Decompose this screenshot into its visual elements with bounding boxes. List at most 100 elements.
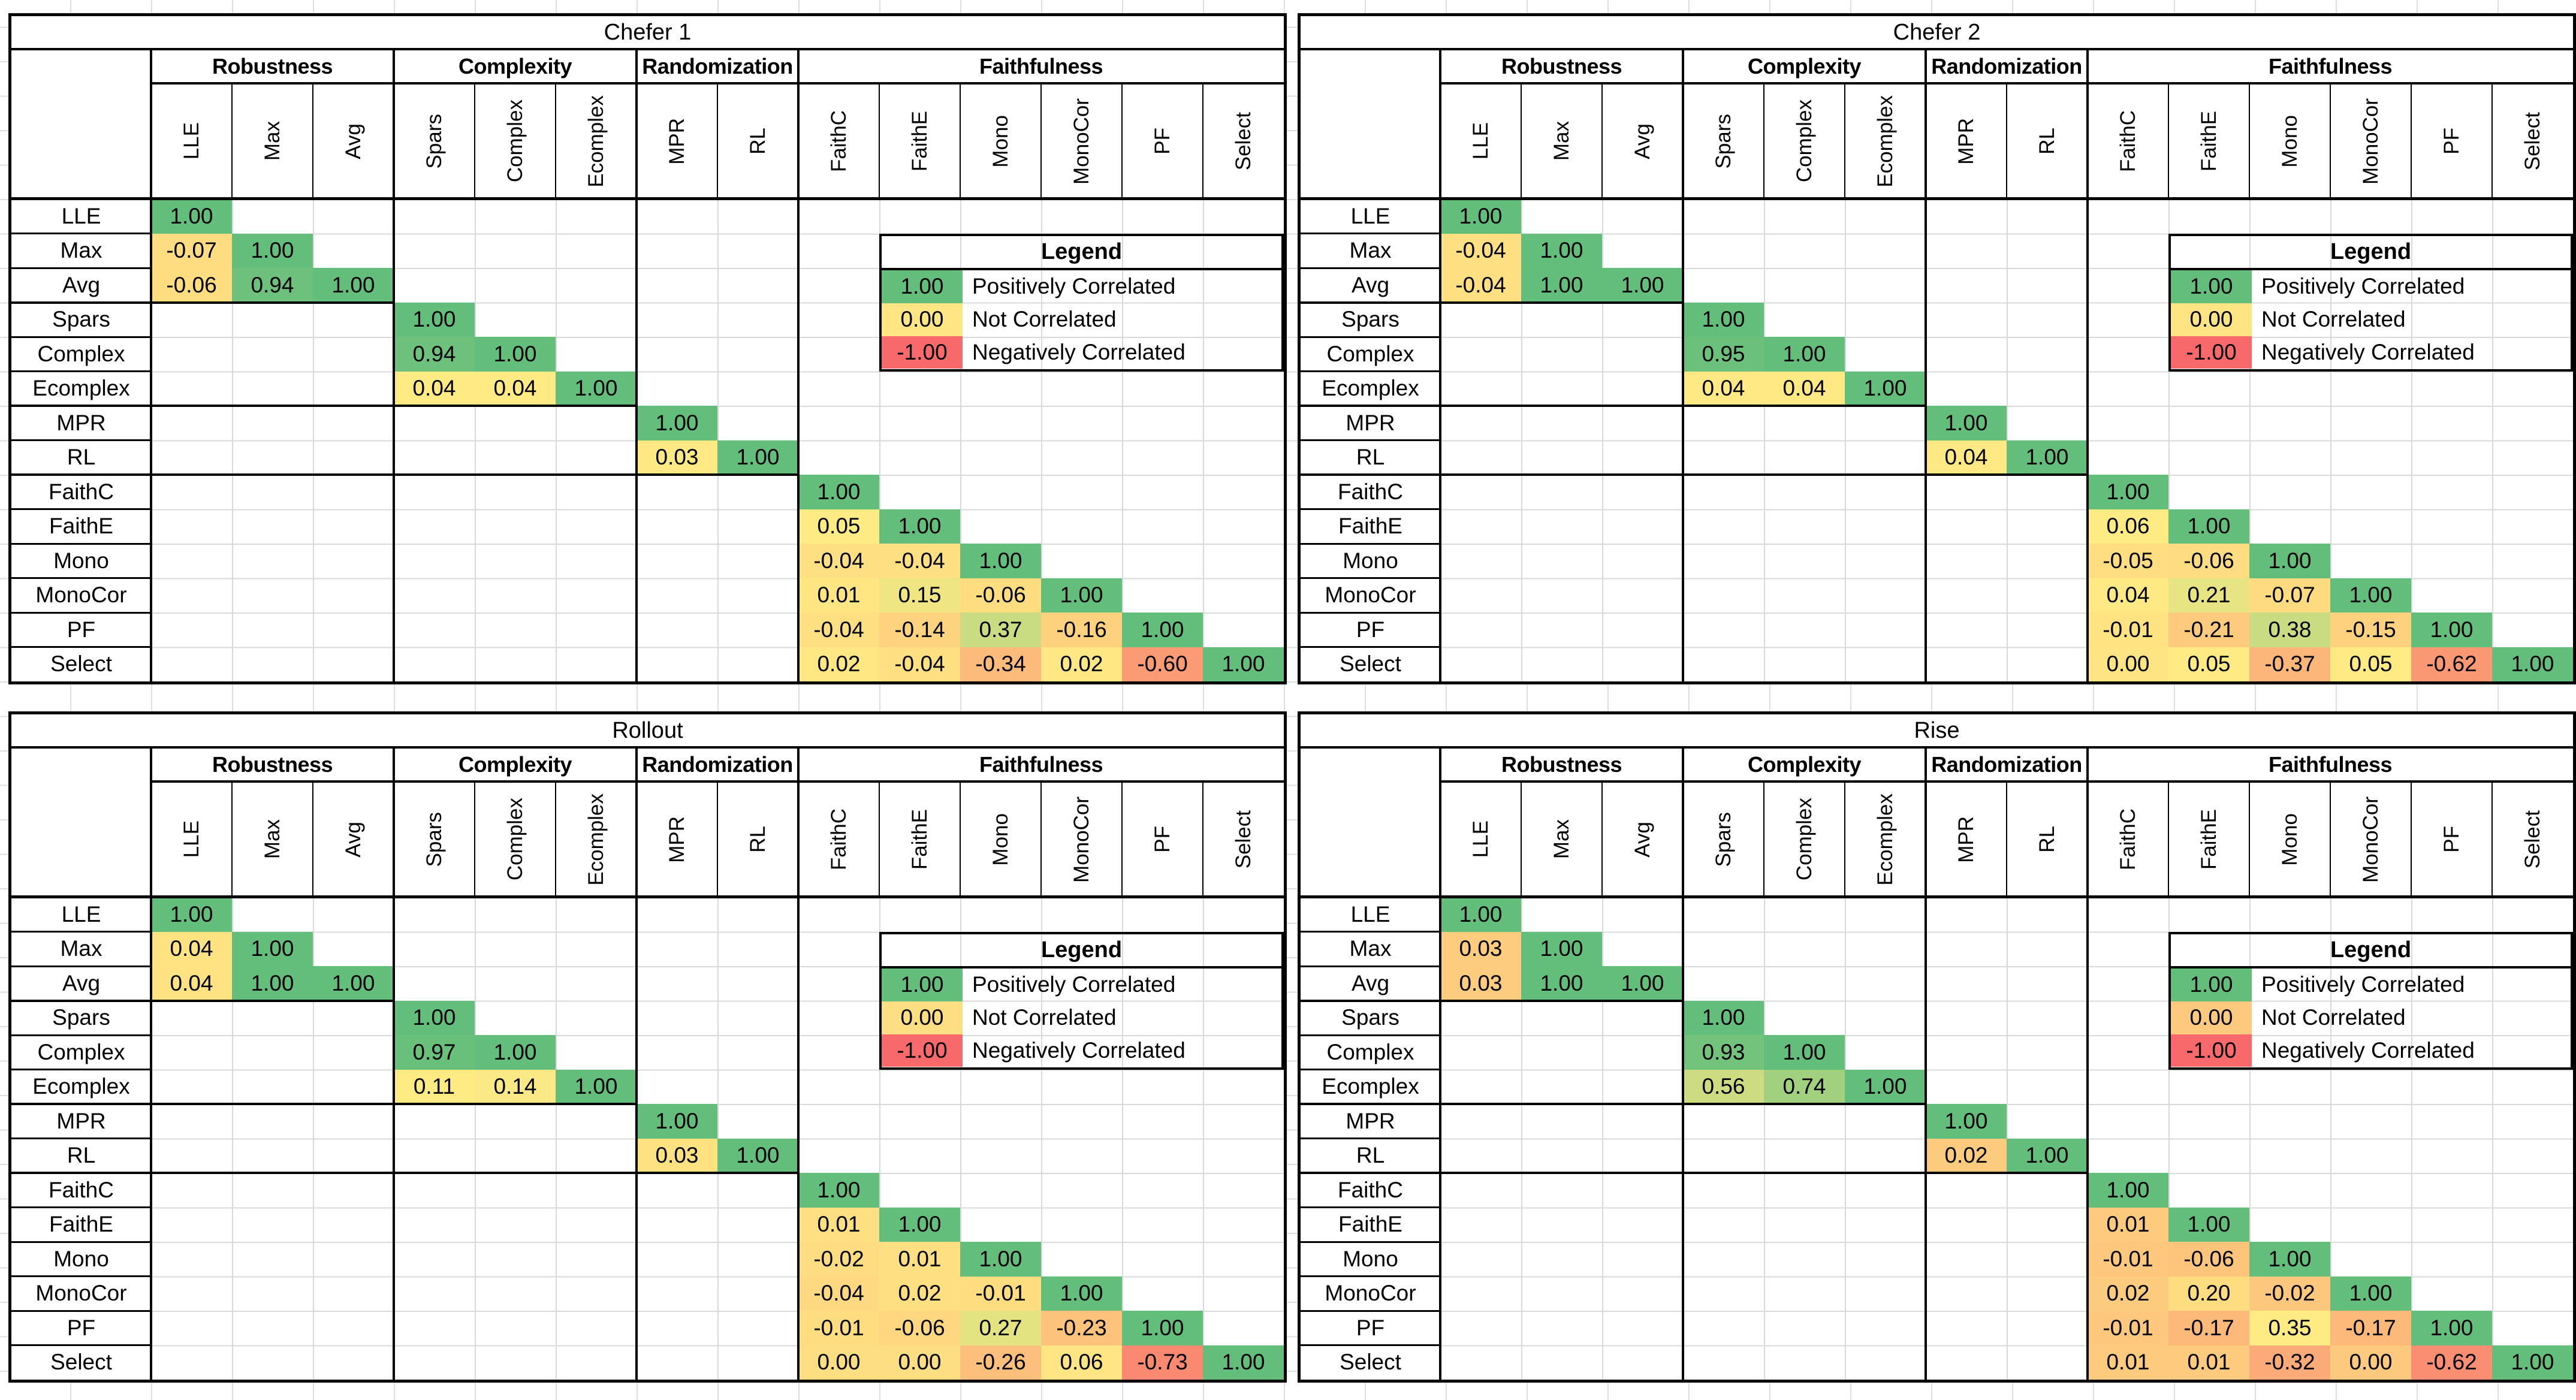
grid-line — [1301, 405, 1440, 407]
cell-FaithE-FaithC: 0.01 — [2088, 1207, 2168, 1242]
grid-line — [231, 782, 233, 897]
row-header-Avg: Avg — [62, 272, 101, 297]
cell-Select-Select: 1.00 — [2492, 1345, 2573, 1380]
cell-Select-FaithE: 0.05 — [2168, 647, 2249, 681]
cell-FaithE-FaithC: 0.05 — [798, 509, 879, 544]
grid-line — [717, 83, 718, 199]
grid-line — [11, 1069, 151, 1070]
legend: Legend 1.00 Positively Correlated 0.00 Not C… — [2168, 233, 2573, 372]
cell-Max-Max: 1.00 — [1521, 931, 1602, 966]
grid-line — [1301, 1103, 1440, 1105]
column-group-header: Randomization — [642, 752, 793, 777]
cell-Select-MonoCor: 0.00 — [2330, 1345, 2411, 1380]
cell-Mono-FaithC: -0.04 — [798, 544, 879, 578]
grid-line — [1521, 83, 1522, 199]
legend-swatch: 0.00 — [2171, 303, 2252, 336]
column-header-Ecomplex: Ecomplex — [556, 782, 637, 897]
cell-RL-MPR: 0.02 — [1926, 1138, 2007, 1173]
column-header-label: Select — [1231, 810, 1255, 869]
column-header-FaithE: FaithE — [2168, 782, 2249, 897]
cell-MonoCor-MonoCor: 1.00 — [2330, 578, 2411, 612]
legend-title: Legend — [2171, 934, 2571, 968]
row-header-Spars: Spars — [52, 1005, 110, 1030]
column-header-Mono: Mono — [2249, 782, 2330, 897]
row-header-Spars: Spars — [52, 307, 110, 332]
grid-line — [1301, 577, 1440, 579]
column-header-label: PF — [1150, 826, 1174, 853]
grid-line — [474, 83, 475, 199]
grid-line — [11, 1138, 151, 1139]
cell-PF-PF: 1.00 — [2411, 612, 2492, 647]
column-header-FaithC: FaithC — [2088, 782, 2168, 897]
grid-line — [474, 782, 475, 897]
row-header-FaithE: FaithE — [1338, 514, 1402, 539]
cell-LLE-LLE: 1.00 — [1440, 897, 1521, 932]
grid-line — [1301, 1172, 2089, 1174]
grid-line — [1301, 508, 1440, 510]
cell-MonoCor-MonoCor: 1.00 — [1041, 1276, 1122, 1311]
row-header-Complex: Complex — [1326, 1039, 1414, 1064]
grid-line — [1763, 83, 1764, 199]
cell-Avg-Max: 1.00 — [1521, 268, 1602, 303]
grid-line — [1301, 542, 1440, 545]
column-header-MonoCor: MonoCor — [2330, 83, 2411, 199]
column-header-Complex: Complex — [475, 83, 556, 199]
table-chefer-1: Chefer 1 Robustness Complexity Randomizatio… — [8, 13, 1287, 684]
legend-entry-label: Negatively Correlated — [2261, 339, 2475, 364]
column-header-label: Ecomplex — [584, 95, 608, 188]
grid-line — [2491, 782, 2493, 897]
cell-Max-Max: 1.00 — [232, 931, 313, 966]
column-header-Avg: Avg — [1602, 782, 1683, 897]
cell-Mono-FaithC: -0.05 — [2088, 544, 2168, 578]
cell-Avg-Avg: 1.00 — [1602, 966, 1683, 1001]
grid-line — [11, 439, 151, 441]
grid-line — [231, 83, 233, 199]
grid-line — [2006, 83, 2007, 199]
cell-Avg-LLE: 0.04 — [151, 966, 232, 1001]
column-header-label: Mono — [2278, 813, 2301, 866]
legend-title: Legend — [882, 236, 1281, 270]
grid-line — [393, 49, 395, 681]
grid-line — [150, 49, 152, 681]
column-header-label: RL — [2035, 826, 2059, 853]
grid-line — [11, 1172, 151, 1174]
cell-Ecomplex-Ecomplex: 1.00 — [1845, 1069, 1926, 1104]
column-header-RL: RL — [717, 782, 798, 897]
grid-line — [1301, 336, 1440, 338]
cell-Select-PF: -0.73 — [1122, 1345, 1203, 1380]
cell-Mono-FaithE: 0.01 — [879, 1242, 960, 1277]
table-title: Chefer 1 — [604, 20, 692, 45]
grid-line — [11, 301, 151, 303]
legend-entry: -1.00 Negatively Correlated — [882, 1034, 1281, 1067]
grid-line — [11, 895, 1284, 898]
grid-line — [1121, 83, 1123, 199]
column-header-PF: PF — [1122, 83, 1203, 199]
cell-Mono-Mono: 1.00 — [960, 1242, 1041, 1277]
grid-line — [393, 747, 395, 1380]
grid-line — [635, 747, 638, 1380]
legend-entry-label: Not Correlated — [2261, 1005, 2406, 1030]
grid-line — [11, 1000, 151, 1001]
grid-line — [1301, 1241, 1440, 1243]
column-header-label: Max — [1549, 121, 1573, 161]
cell-Max-LLE: -0.04 — [1440, 233, 1521, 268]
legend-entry: -1.00 Negatively Correlated — [2171, 1034, 2571, 1067]
grid-line — [1682, 747, 1684, 1380]
cell-MonoCor-Mono: -0.01 — [960, 1276, 1041, 1311]
cell-Mono-FaithE: -0.06 — [2168, 544, 2249, 578]
column-header-MonoCor: MonoCor — [1041, 782, 1122, 897]
column-header-label: MPR — [1954, 117, 1978, 165]
grid-line — [11, 1034, 151, 1036]
column-header-label: FaithC — [827, 808, 850, 871]
grid-line — [1301, 931, 1440, 933]
cell-RL-RL: 1.00 — [2007, 440, 2088, 475]
column-header-RL: RL — [2007, 782, 2088, 897]
row-header-Mono: Mono — [1343, 1246, 1398, 1271]
cell-Avg-Avg: 1.00 — [313, 966, 394, 1001]
cell-Complex-Complex: 1.00 — [1764, 1035, 1845, 1070]
grid-line — [1301, 267, 1440, 269]
grid-line — [11, 1241, 151, 1243]
grid-line — [1439, 49, 1441, 681]
column-header-FaithC: FaithC — [798, 83, 879, 199]
cell-Select-FaithC: 0.00 — [798, 1345, 879, 1380]
